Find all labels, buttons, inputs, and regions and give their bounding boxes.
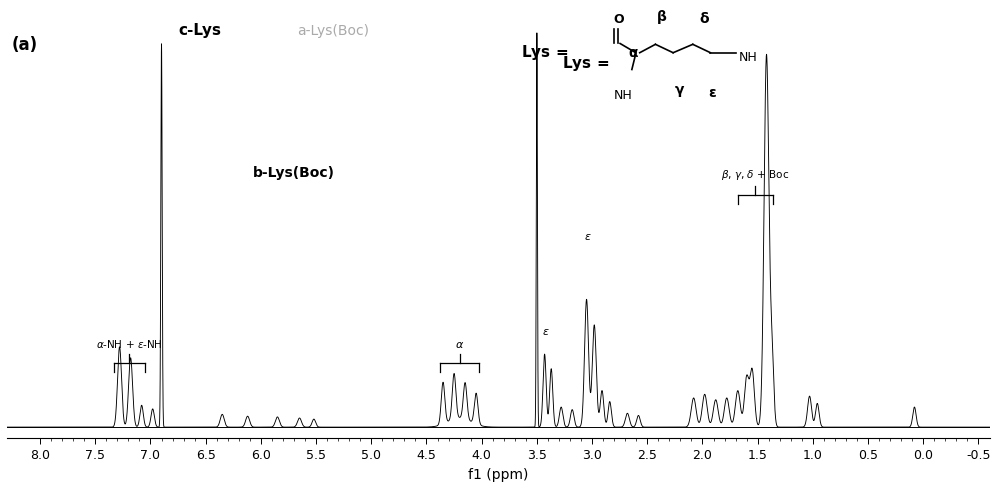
X-axis label: f1 (ppm): f1 (ppm) xyxy=(468,467,528,481)
Text: $\bf{\beta}$: $\bf{\beta}$ xyxy=(656,8,667,25)
Text: (a): (a) xyxy=(12,36,38,54)
Text: $\bf{\varepsilon}$: $\bf{\varepsilon}$ xyxy=(708,86,717,100)
Text: $\varepsilon$: $\varepsilon$ xyxy=(584,231,591,242)
Text: O: O xyxy=(614,13,624,25)
Text: $\bf{\delta}$: $\bf{\delta}$ xyxy=(699,11,710,25)
Text: $\mathbf{Lys}$ =: $\mathbf{Lys}$ = xyxy=(562,54,609,73)
Text: $\varepsilon$: $\varepsilon$ xyxy=(542,326,550,336)
Text: $\bf{\gamma}$: $\bf{\gamma}$ xyxy=(674,84,686,99)
Text: NH: NH xyxy=(614,88,632,102)
Text: $\bf{\alpha}$: $\bf{\alpha}$ xyxy=(628,46,639,60)
Text: $\beta$, $\gamma$, $\delta$ + Boc: $\beta$, $\gamma$, $\delta$ + Boc xyxy=(721,168,790,182)
Text: NH: NH xyxy=(739,50,758,63)
Text: b-Lys(Boc): b-Lys(Boc) xyxy=(253,165,335,180)
Text: $\alpha$: $\alpha$ xyxy=(455,339,464,349)
Text: $\bf{Lys}$ =: $\bf{Lys}$ = xyxy=(521,42,568,61)
Text: a-Lys(Boc): a-Lys(Boc) xyxy=(297,23,369,38)
Text: $\alpha$-NH + $\varepsilon$-NH: $\alpha$-NH + $\varepsilon$-NH xyxy=(96,337,163,349)
Text: c-Lys: c-Lys xyxy=(179,22,222,38)
